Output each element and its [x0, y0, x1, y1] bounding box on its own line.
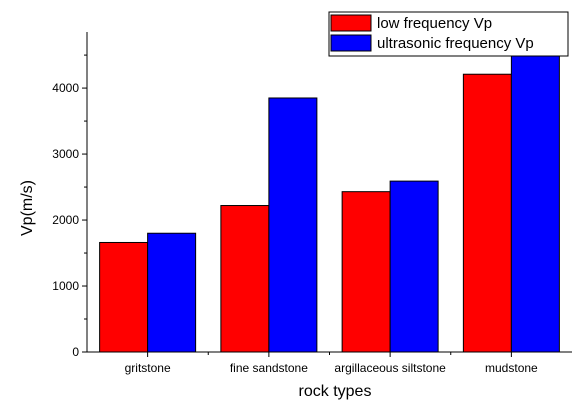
- y-tick-label: 0: [72, 345, 79, 359]
- x-axis-title: rock types: [299, 383, 372, 400]
- bar-ultrasonic-frequency-fine-sandstone: [268, 97, 318, 353]
- bar-ultrasonic-frequency-gritstone: [147, 232, 197, 353]
- legend-label: low frequency Vp: [377, 15, 492, 32]
- y-tick-label: 4000: [52, 81, 79, 95]
- y-tick-label: 1000: [52, 279, 79, 293]
- bar-low-frequency-mudstone: [462, 73, 512, 353]
- x-tick-label: argillaceous siltstone: [334, 361, 446, 375]
- bar-ultrasonic-frequency-mudstone: [510, 50, 560, 353]
- y-tick-label: 3000: [52, 147, 79, 161]
- legend: low frequency Vp ultrasonic frequency Vp: [328, 11, 569, 57]
- legend-swatch: [330, 14, 372, 32]
- x-tick-label: mudstone: [485, 361, 538, 375]
- bars: [99, 50, 560, 353]
- y-axis-title: Vp(m/s): [19, 180, 36, 236]
- legend-swatch: [330, 34, 372, 52]
- bar-low-frequency-fine-sandstone: [220, 205, 270, 353]
- x-tick-label: fine sandstone: [230, 361, 308, 375]
- y-tick-label: 2000: [52, 213, 79, 227]
- x-tick-label: gritstone: [125, 361, 171, 375]
- bar-low-frequency-gritstone: [99, 241, 149, 353]
- legend-label: ultrasonic frequency Vp: [377, 35, 534, 52]
- bar-low-frequency-argillaceous-siltstone: [341, 191, 391, 353]
- bar-ultrasonic-frequency-argillaceous-siltstone: [389, 180, 439, 353]
- x-axis: gritstone fine sandstone argillaceous silt…: [87, 351, 572, 375]
- y-axis: 0 1000 2000 3000 4000: [52, 32, 88, 359]
